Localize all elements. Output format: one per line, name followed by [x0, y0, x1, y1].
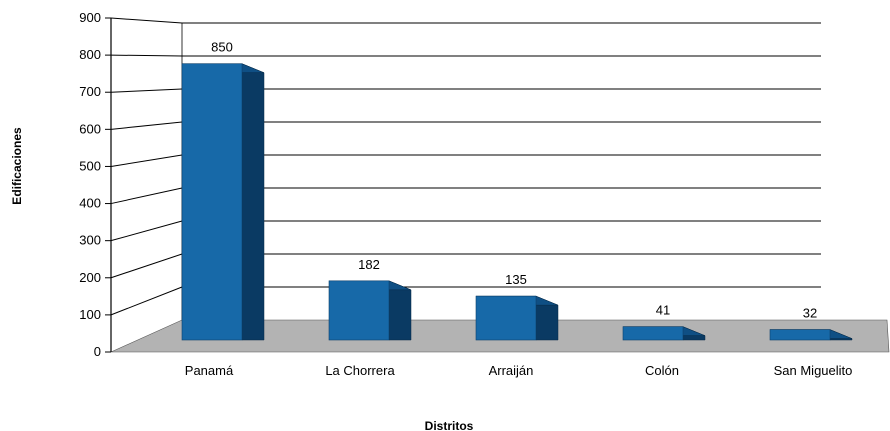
data-label: 135	[505, 272, 527, 287]
y-tick-label: 100	[79, 307, 101, 322]
labels-layer: 850 Panamá 182 La Chorrera 135 Arraiján 41 Coló…	[185, 40, 853, 378]
bar	[475, 295, 537, 341]
bar-group	[328, 280, 412, 341]
data-label: 182	[358, 257, 380, 272]
gridline-depth	[110, 220, 183, 242]
x-axis-title: Distritos	[425, 419, 474, 431]
bar	[622, 326, 684, 341]
gridline-depth	[110, 286, 183, 316]
gridline-depth	[110, 54, 183, 57]
bar-side	[241, 63, 265, 341]
grid-layer	[110, 17, 821, 316]
data-label: 32	[803, 306, 817, 321]
gridline-depth	[110, 121, 183, 130]
x-tick-label: San Miguelito	[774, 363, 853, 378]
data-label: 41	[656, 303, 670, 318]
y-axis-title: Edificaciones	[10, 127, 24, 205]
bar-group	[769, 329, 853, 341]
bar-group	[622, 326, 706, 341]
y-tick-label: 0	[94, 344, 101, 359]
gridline-depth	[110, 154, 183, 167]
gridline-depth	[110, 88, 183, 93]
x-tick-label: Colón	[645, 363, 679, 378]
y-tick-label: 400	[79, 196, 101, 211]
bar	[181, 63, 243, 341]
bars-layer	[181, 63, 853, 341]
x-tick-label: La Chorrera	[325, 363, 395, 378]
bar	[769, 329, 831, 341]
x-tick-label: Arraiján	[489, 363, 534, 378]
y-tick-label: 800	[79, 47, 101, 62]
y-tick-label: 200	[79, 270, 101, 285]
y-tick-label: 300	[79, 233, 101, 248]
bar-group	[475, 295, 559, 341]
data-label: 850	[211, 40, 233, 55]
gridline-depth	[110, 253, 183, 279]
gridline-depth	[110, 187, 183, 205]
bar-group	[181, 63, 265, 341]
y-tick-label: 600	[79, 121, 101, 136]
y-tick-label: 500	[79, 158, 101, 173]
bar	[328, 280, 390, 341]
gridline-depth	[110, 17, 183, 24]
y-tick-label: 900	[79, 10, 101, 25]
y-tick-label: 700	[79, 84, 101, 99]
x-tick-label: Panamá	[185, 363, 234, 378]
